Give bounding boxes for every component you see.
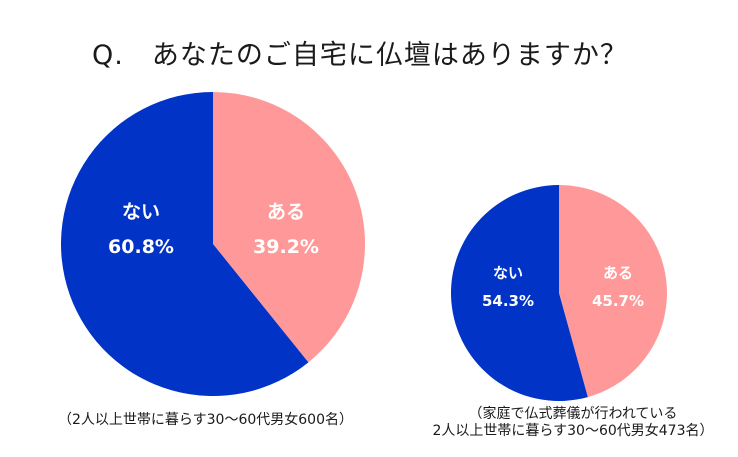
value-nai-large: 60.8% — [108, 236, 174, 258]
slice-aru-large — [213, 92, 365, 363]
label-nai-small: ない — [493, 264, 523, 282]
value-aru-large: 39.2% — [253, 236, 319, 258]
value-nai-small: 54.3% — [482, 292, 534, 310]
sample-note-small: （家庭で仏式葬儀が行われている 2人以上世帯に暮らす30～60代男女473名） — [428, 406, 718, 440]
pie-chart-large: ない 60.8% ある 39.2% — [60, 92, 365, 396]
sample-note-large: （2人以上世帯に暮らす30～60代男女600名） — [58, 412, 353, 428]
value-aru-small: 45.7% — [592, 292, 644, 310]
label-aru-large: ある — [267, 201, 305, 223]
label-aru-small: ある — [603, 264, 633, 282]
pie-chart-small: ない 54.3% ある 45.7% — [450, 184, 667, 401]
chart-title: Q. あなたのご自宅に仏壇はありますか？ — [92, 40, 628, 71]
slice-nai-large — [60, 92, 309, 396]
sample-note-small-line2: 2人以上世帯に暮らす30～60代男女473名） — [432, 423, 714, 439]
slice-nai-small — [450, 184, 588, 401]
label-nai-large: ない — [122, 201, 160, 223]
slice-aru-small — [559, 185, 667, 398]
sample-note-small-line1: （家庭で仏式葬儀が行われている — [468, 406, 678, 422]
